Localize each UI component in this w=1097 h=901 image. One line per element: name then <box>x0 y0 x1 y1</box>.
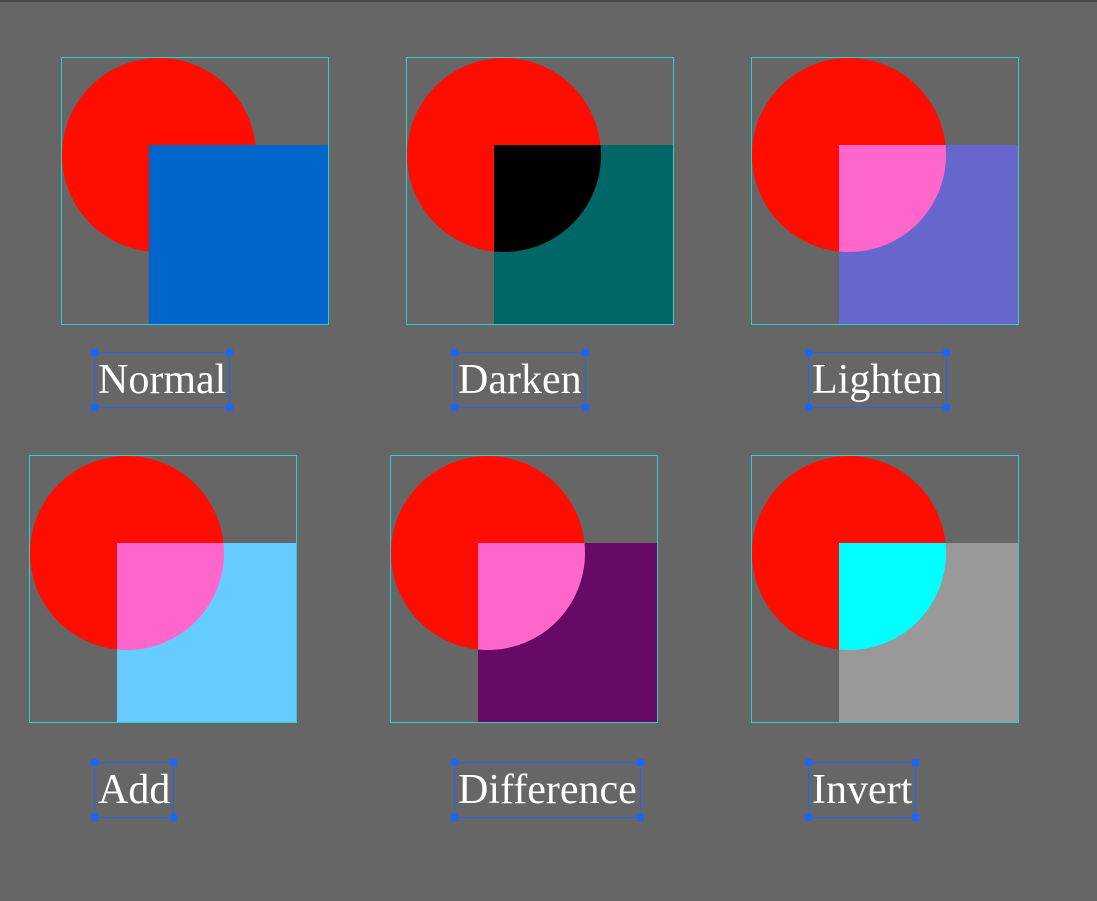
label-text: Invert <box>812 767 913 813</box>
resize-handle[interactable] <box>226 404 234 411</box>
resize-handle[interactable] <box>942 349 950 356</box>
blend-tile-invert[interactable] <box>751 455 1019 723</box>
label-add[interactable]: Add <box>91 759 178 821</box>
label-text: Lighten <box>812 357 943 403</box>
blend-preview <box>407 58 673 324</box>
resize-handle[interactable] <box>942 404 950 411</box>
blend-overlap <box>839 145 946 252</box>
label-text: Difference <box>458 767 637 813</box>
blend-overlap <box>494 145 601 252</box>
resize-handle[interactable] <box>91 404 98 411</box>
resize-handle[interactable] <box>91 814 98 821</box>
resize-handle[interactable] <box>805 814 812 821</box>
resize-handle[interactable] <box>805 759 812 766</box>
label-text: Darken <box>458 357 582 403</box>
resize-handle[interactable] <box>170 814 178 821</box>
blend-overlap <box>478 543 585 650</box>
resize-handle[interactable] <box>451 349 458 356</box>
resize-handle[interactable] <box>581 404 589 411</box>
blend-preview <box>752 58 1018 324</box>
label-difference[interactable]: Difference <box>451 759 644 821</box>
label-lighten[interactable]: Lighten <box>805 349 950 411</box>
resize-handle[interactable] <box>805 404 812 411</box>
blend-tile-add[interactable] <box>29 455 297 723</box>
label-text: Add <box>98 767 171 813</box>
resize-handle[interactable] <box>91 349 98 356</box>
label-invert[interactable]: Invert <box>805 759 920 821</box>
blend-tile-lighten[interactable] <box>751 57 1019 325</box>
resize-handle[interactable] <box>451 814 458 821</box>
resize-handle[interactable] <box>636 759 644 766</box>
blend-preview <box>752 456 1018 722</box>
blend-tile-normal[interactable] <box>61 57 329 325</box>
top-border <box>0 0 1097 2</box>
resize-handle[interactable] <box>170 759 178 766</box>
label-text: Normal <box>98 357 227 403</box>
resize-handle[interactable] <box>91 759 98 766</box>
resize-handle[interactable] <box>636 814 644 821</box>
blend-overlap <box>149 145 256 252</box>
blend-tile-difference[interactable] <box>390 455 658 723</box>
label-darken[interactable]: Darken <box>451 349 589 411</box>
resize-handle[interactable] <box>805 349 812 356</box>
resize-handle[interactable] <box>912 814 920 821</box>
blend-preview <box>391 456 657 722</box>
resize-handle[interactable] <box>912 759 920 766</box>
blend-preview <box>30 456 296 722</box>
blend-tile-darken[interactable] <box>406 57 674 325</box>
resize-handle[interactable] <box>451 404 458 411</box>
resize-handle[interactable] <box>581 349 589 356</box>
resize-handle[interactable] <box>226 349 234 356</box>
blend-overlap <box>117 543 224 650</box>
blend-preview <box>62 58 328 324</box>
label-normal[interactable]: Normal <box>91 349 234 411</box>
resize-handle[interactable] <box>451 759 458 766</box>
blend-overlap <box>839 543 946 650</box>
